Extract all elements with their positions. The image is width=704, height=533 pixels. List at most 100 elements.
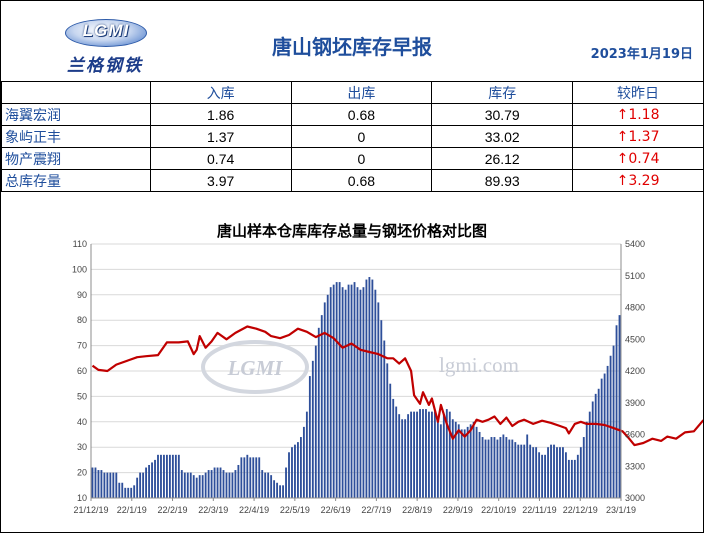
inventory-bar bbox=[124, 487, 127, 498]
inventory-bar bbox=[371, 279, 374, 498]
inventory-bar bbox=[338, 282, 341, 498]
inventory-bar bbox=[166, 454, 168, 498]
inventory-bar bbox=[523, 444, 526, 498]
inventory-bar bbox=[451, 419, 454, 498]
x-tick-label: 22/4/19 bbox=[239, 505, 269, 515]
table-row: 海翼宏润 1.86 0.68 30.79 ↑1.18 bbox=[1, 103, 704, 126]
inventory-bar bbox=[350, 284, 353, 498]
inventory-bar bbox=[261, 470, 264, 498]
inventory-bar bbox=[234, 470, 237, 498]
inventory-bar bbox=[594, 393, 597, 498]
y-tick-label: 50 bbox=[77, 391, 87, 401]
inventory-bar bbox=[276, 482, 279, 498]
inventory-bar bbox=[496, 439, 499, 498]
x-tick-label: 22/7/19 bbox=[361, 505, 391, 515]
lgmi-logo: LGMI 兰格钢铁 bbox=[55, 11, 151, 76]
inventory-bar bbox=[168, 454, 171, 498]
inventory-bar bbox=[585, 421, 588, 498]
inventory-bar bbox=[154, 459, 156, 498]
inventory-bar bbox=[305, 411, 308, 498]
inventory-bar bbox=[136, 477, 139, 498]
inventory-bar bbox=[210, 470, 213, 498]
inventory-bar bbox=[541, 454, 544, 498]
stock-value: 30.79 bbox=[431, 103, 574, 126]
inventory-bar bbox=[579, 447, 582, 498]
x-tick-label: 22/9/19 bbox=[443, 505, 473, 515]
inventory-bar bbox=[481, 437, 484, 498]
inventory-bar bbox=[416, 411, 418, 498]
inventory-bar bbox=[436, 416, 439, 498]
change-value: ↑1.37 bbox=[572, 125, 704, 148]
inventory-bar bbox=[398, 414, 401, 498]
inventory-bar bbox=[478, 431, 481, 498]
inventory-bar bbox=[413, 411, 415, 498]
chart-title: 唐山样本仓库库存总量与钢坯价格对比图 bbox=[216, 222, 487, 240]
inventory-bar bbox=[299, 437, 302, 498]
inventory-bar bbox=[562, 447, 564, 498]
inventory-bar bbox=[219, 467, 222, 498]
inventory-bar bbox=[94, 467, 97, 498]
inventory-bar bbox=[431, 411, 433, 498]
inventory-bar bbox=[180, 470, 183, 498]
table-header-row: 入库 出库 库存 较昨日 bbox=[1, 81, 704, 104]
y2-tick-label: 4800 bbox=[625, 303, 645, 313]
inventory-bar bbox=[502, 434, 505, 498]
y-tick-label: 40 bbox=[77, 417, 87, 427]
inventory-bar bbox=[404, 419, 407, 498]
inventory-bar bbox=[591, 401, 594, 498]
inventory-bar bbox=[570, 459, 573, 498]
inventory-bar bbox=[493, 437, 496, 498]
inventory-bar bbox=[157, 454, 159, 498]
inventory-bar bbox=[151, 462, 153, 498]
inventory-bar bbox=[344, 289, 347, 498]
inventory-bar bbox=[326, 294, 329, 498]
inventory-bar bbox=[442, 414, 445, 498]
inventory-bar bbox=[445, 409, 448, 498]
price-line bbox=[91, 325, 703, 447]
inventory-bar bbox=[231, 472, 234, 498]
inventory-bar bbox=[341, 287, 344, 498]
inventory-bar bbox=[279, 485, 281, 498]
inventory-bar bbox=[389, 383, 392, 498]
inventory-bar bbox=[380, 320, 383, 498]
watermark-logo: LGMI bbox=[227, 356, 284, 380]
inventory-bar bbox=[258, 457, 261, 498]
table-row-total: 总库存量 3.97 0.68 89.93 ↑3.29 bbox=[1, 169, 704, 192]
table-row: 物产震翔 0.74 0 26.12 ↑0.74 bbox=[1, 147, 704, 170]
report-header: LGMI 兰格钢铁 唐山钢坯库存早报 2023年1月19日 bbox=[1, 1, 703, 81]
inventory-bar bbox=[487, 439, 490, 498]
inventory-bar bbox=[112, 472, 115, 498]
inventory-bar bbox=[359, 289, 362, 498]
y2-tick-label: 4200 bbox=[625, 366, 645, 376]
x-tick-label: 21/12/19 bbox=[73, 505, 108, 515]
inventory-bar bbox=[428, 411, 430, 498]
y2-tick-label: 5400 bbox=[625, 239, 645, 249]
x-tick-label: 23/1/19 bbox=[606, 505, 636, 515]
inventory-bar bbox=[362, 287, 365, 498]
inventory-table: 入库 出库 库存 较昨日 海翼宏润 1.86 0.68 30.79 ↑1.18 … bbox=[1, 81, 704, 192]
inventory-bar bbox=[499, 437, 502, 498]
inventory-bar bbox=[547, 447, 549, 498]
logo-chinese-name: 兰格钢铁 bbox=[67, 56, 143, 76]
inventory-bar bbox=[392, 398, 395, 498]
inventory-bar bbox=[201, 475, 204, 498]
inventory-bar bbox=[192, 475, 195, 498]
watermark-site: lgmi.com bbox=[439, 353, 519, 377]
y2-tick-label: 3300 bbox=[625, 461, 645, 471]
inventory-bar bbox=[109, 472, 112, 498]
inbound-value: 3.97 bbox=[149, 169, 292, 192]
y-tick-label: 80 bbox=[77, 315, 87, 325]
inventory-bar bbox=[332, 284, 335, 498]
inventory-bar bbox=[91, 467, 94, 498]
inventory-bar bbox=[240, 457, 243, 498]
inventory-bar bbox=[317, 327, 320, 498]
change-value: ↑3.29 bbox=[572, 169, 704, 192]
x-tick-label: 22/8/19 bbox=[402, 505, 432, 515]
stock-value: 33.02 bbox=[431, 125, 574, 148]
inventory-bar bbox=[377, 302, 380, 498]
inventory-bar bbox=[484, 439, 487, 498]
inventory-bar bbox=[365, 279, 368, 498]
inventory-bar bbox=[243, 457, 246, 498]
